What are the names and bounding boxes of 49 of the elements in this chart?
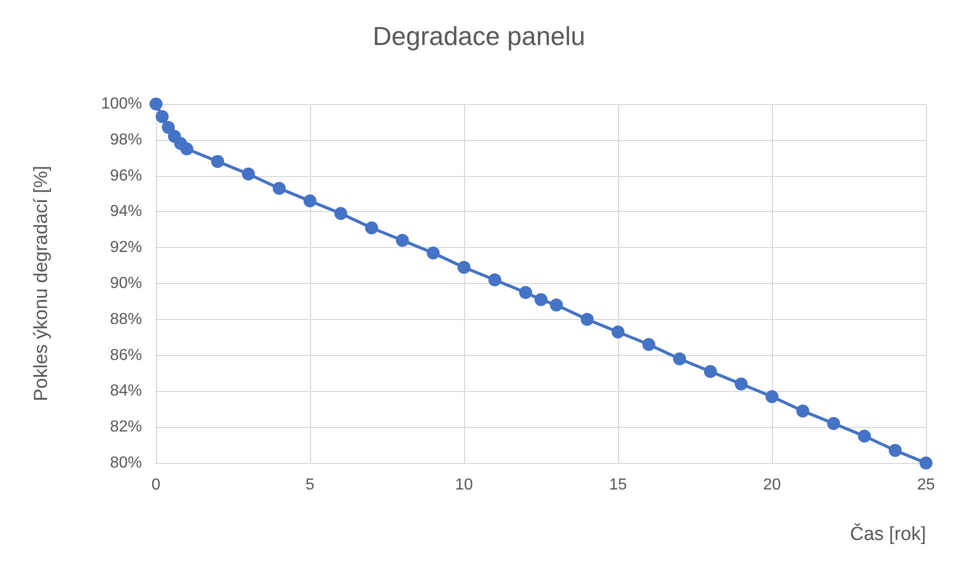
x-tick-label: 15 [609, 476, 627, 494]
point [642, 338, 656, 352]
point [150, 98, 162, 110]
chart-title: Degradace panelu [372, 21, 586, 51]
point [242, 168, 255, 180]
x-tick-label: 20 [763, 476, 781, 494]
point [334, 207, 348, 220]
point [888, 444, 902, 457]
point [920, 456, 932, 470]
point [673, 352, 686, 366]
y-tick-label: 96% [110, 167, 142, 184]
point [272, 182, 286, 195]
point [396, 234, 409, 247]
point [612, 325, 624, 338]
point [458, 260, 470, 274]
y-tick-label: 88% [110, 310, 142, 328]
y-tick-label: 86% [110, 346, 142, 364]
y-axis-title: Pokles ýkonu degradací [%] [31, 166, 52, 402]
point [365, 221, 378, 234]
y-tick-label: 82% [110, 418, 142, 436]
point [550, 298, 563, 312]
point [180, 142, 194, 156]
point [162, 120, 175, 134]
point [580, 312, 594, 326]
point [519, 286, 532, 299]
x-tick-label: 25 [917, 476, 935, 494]
y-tick-label: 98% [110, 131, 142, 148]
point [211, 154, 224, 168]
y-tick-label: 90% [110, 275, 142, 292]
point [796, 404, 810, 418]
y-tick-label: 94% [110, 203, 142, 220]
x-tick-label: 5 [306, 476, 315, 494]
point [426, 246, 440, 260]
y-tick-label: 84% [110, 382, 142, 400]
y-tick-label: 92% [110, 239, 142, 256]
x-axis-title: Čas [rok] [850, 523, 926, 545]
point [304, 194, 316, 208]
point [488, 273, 502, 286]
y-tick-label: 100% [101, 96, 142, 112]
point [858, 430, 871, 443]
x-tick-label: 10 [455, 476, 473, 494]
point [534, 293, 548, 306]
point [734, 378, 748, 391]
point [827, 417, 840, 430]
point [704, 364, 717, 378]
x-tick-label: 0 [152, 476, 161, 494]
point [156, 110, 169, 124]
point [766, 390, 778, 404]
y-tick-label: 80% [110, 454, 142, 472]
